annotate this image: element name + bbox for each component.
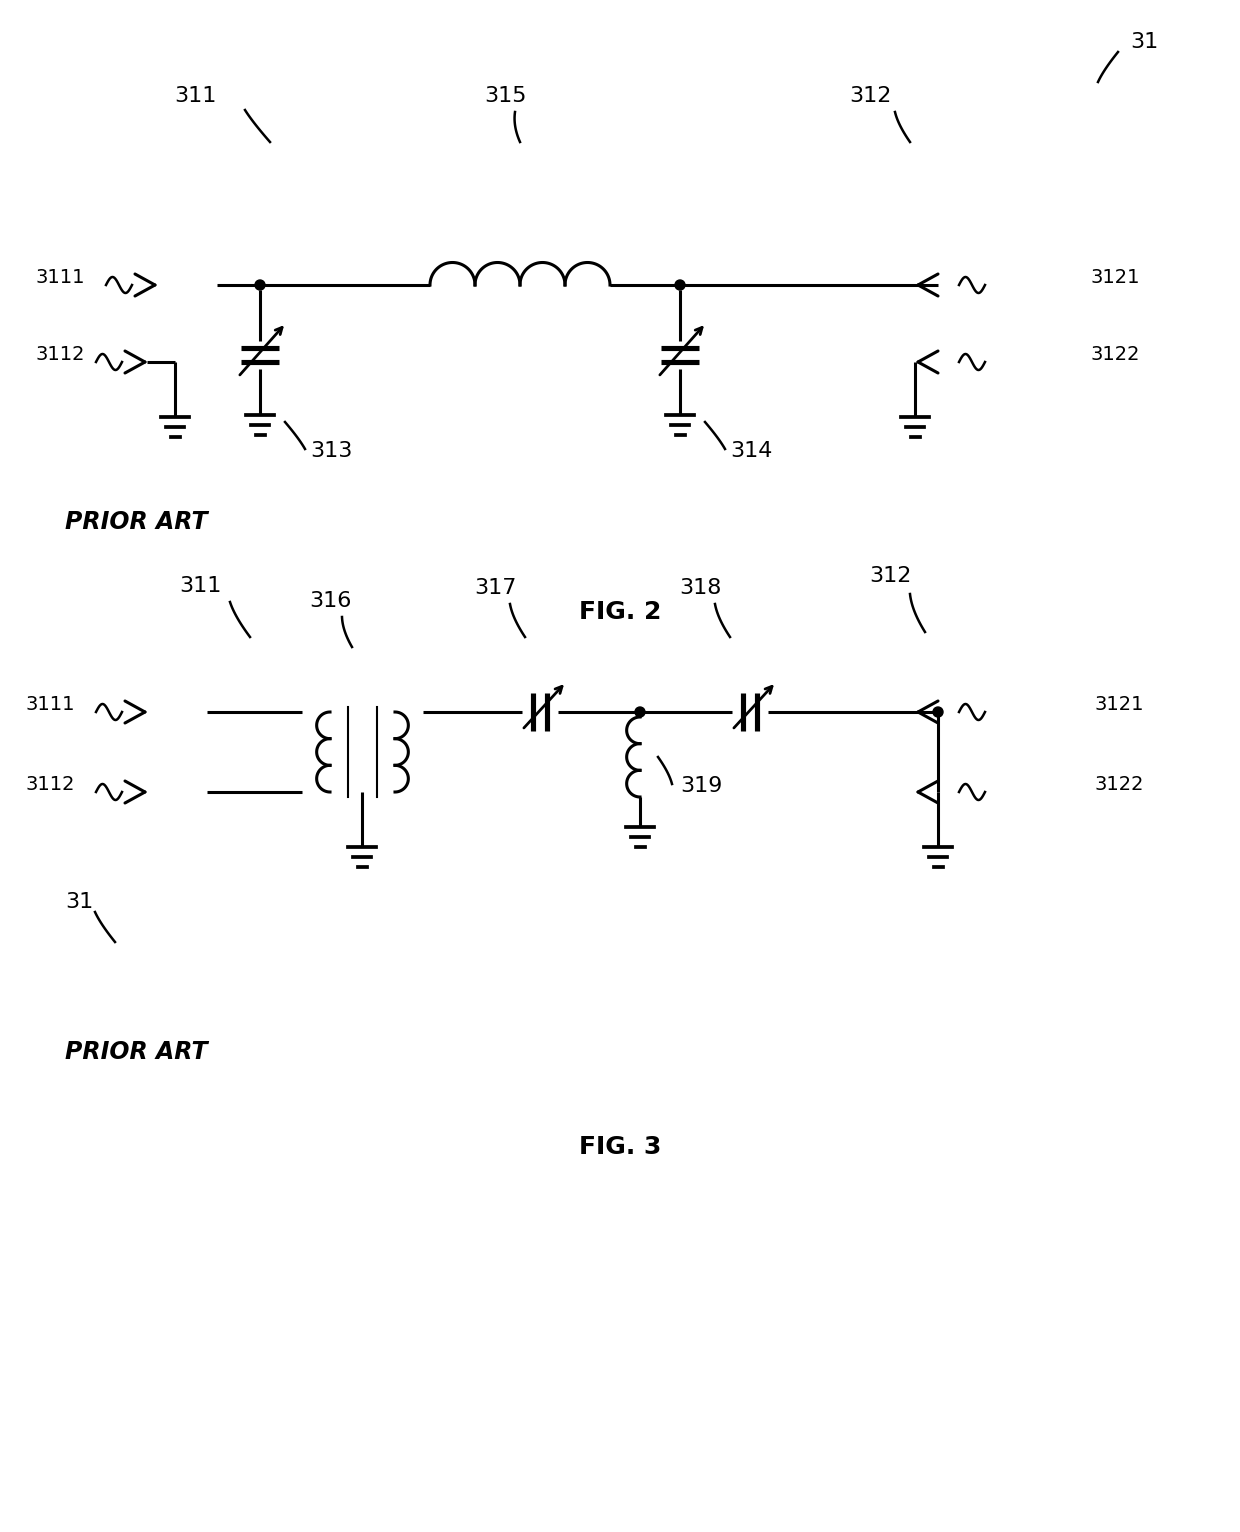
Text: 318: 318 [678, 578, 722, 597]
Text: 3121: 3121 [1095, 694, 1145, 714]
Text: 311: 311 [179, 576, 221, 596]
Text: 315: 315 [484, 86, 526, 106]
Text: FIG. 3: FIG. 3 [579, 1135, 661, 1160]
Text: 311: 311 [174, 86, 216, 106]
Circle shape [255, 280, 265, 290]
Text: 3122: 3122 [1090, 345, 1140, 363]
Text: 319: 319 [680, 777, 723, 797]
Text: 317: 317 [474, 578, 516, 597]
Circle shape [635, 706, 645, 717]
Text: 3111: 3111 [26, 694, 74, 714]
Text: 31: 31 [1130, 32, 1158, 52]
Text: FIG. 2: FIG. 2 [579, 601, 661, 624]
Text: 31: 31 [64, 892, 93, 912]
Text: 3112: 3112 [36, 345, 86, 363]
Text: 3121: 3121 [1090, 268, 1140, 286]
Text: 312: 312 [869, 565, 911, 587]
Text: 314: 314 [730, 441, 773, 461]
Circle shape [675, 280, 684, 290]
Text: 3122: 3122 [1095, 775, 1145, 794]
Text: PRIOR ART: PRIOR ART [64, 510, 207, 535]
Text: 313: 313 [310, 441, 352, 461]
Text: PRIOR ART: PRIOR ART [64, 1040, 207, 1065]
Text: 316: 316 [309, 591, 351, 611]
Text: 312: 312 [849, 86, 892, 106]
Text: 3111: 3111 [36, 268, 86, 286]
Circle shape [932, 706, 942, 717]
Text: 3112: 3112 [26, 775, 74, 794]
